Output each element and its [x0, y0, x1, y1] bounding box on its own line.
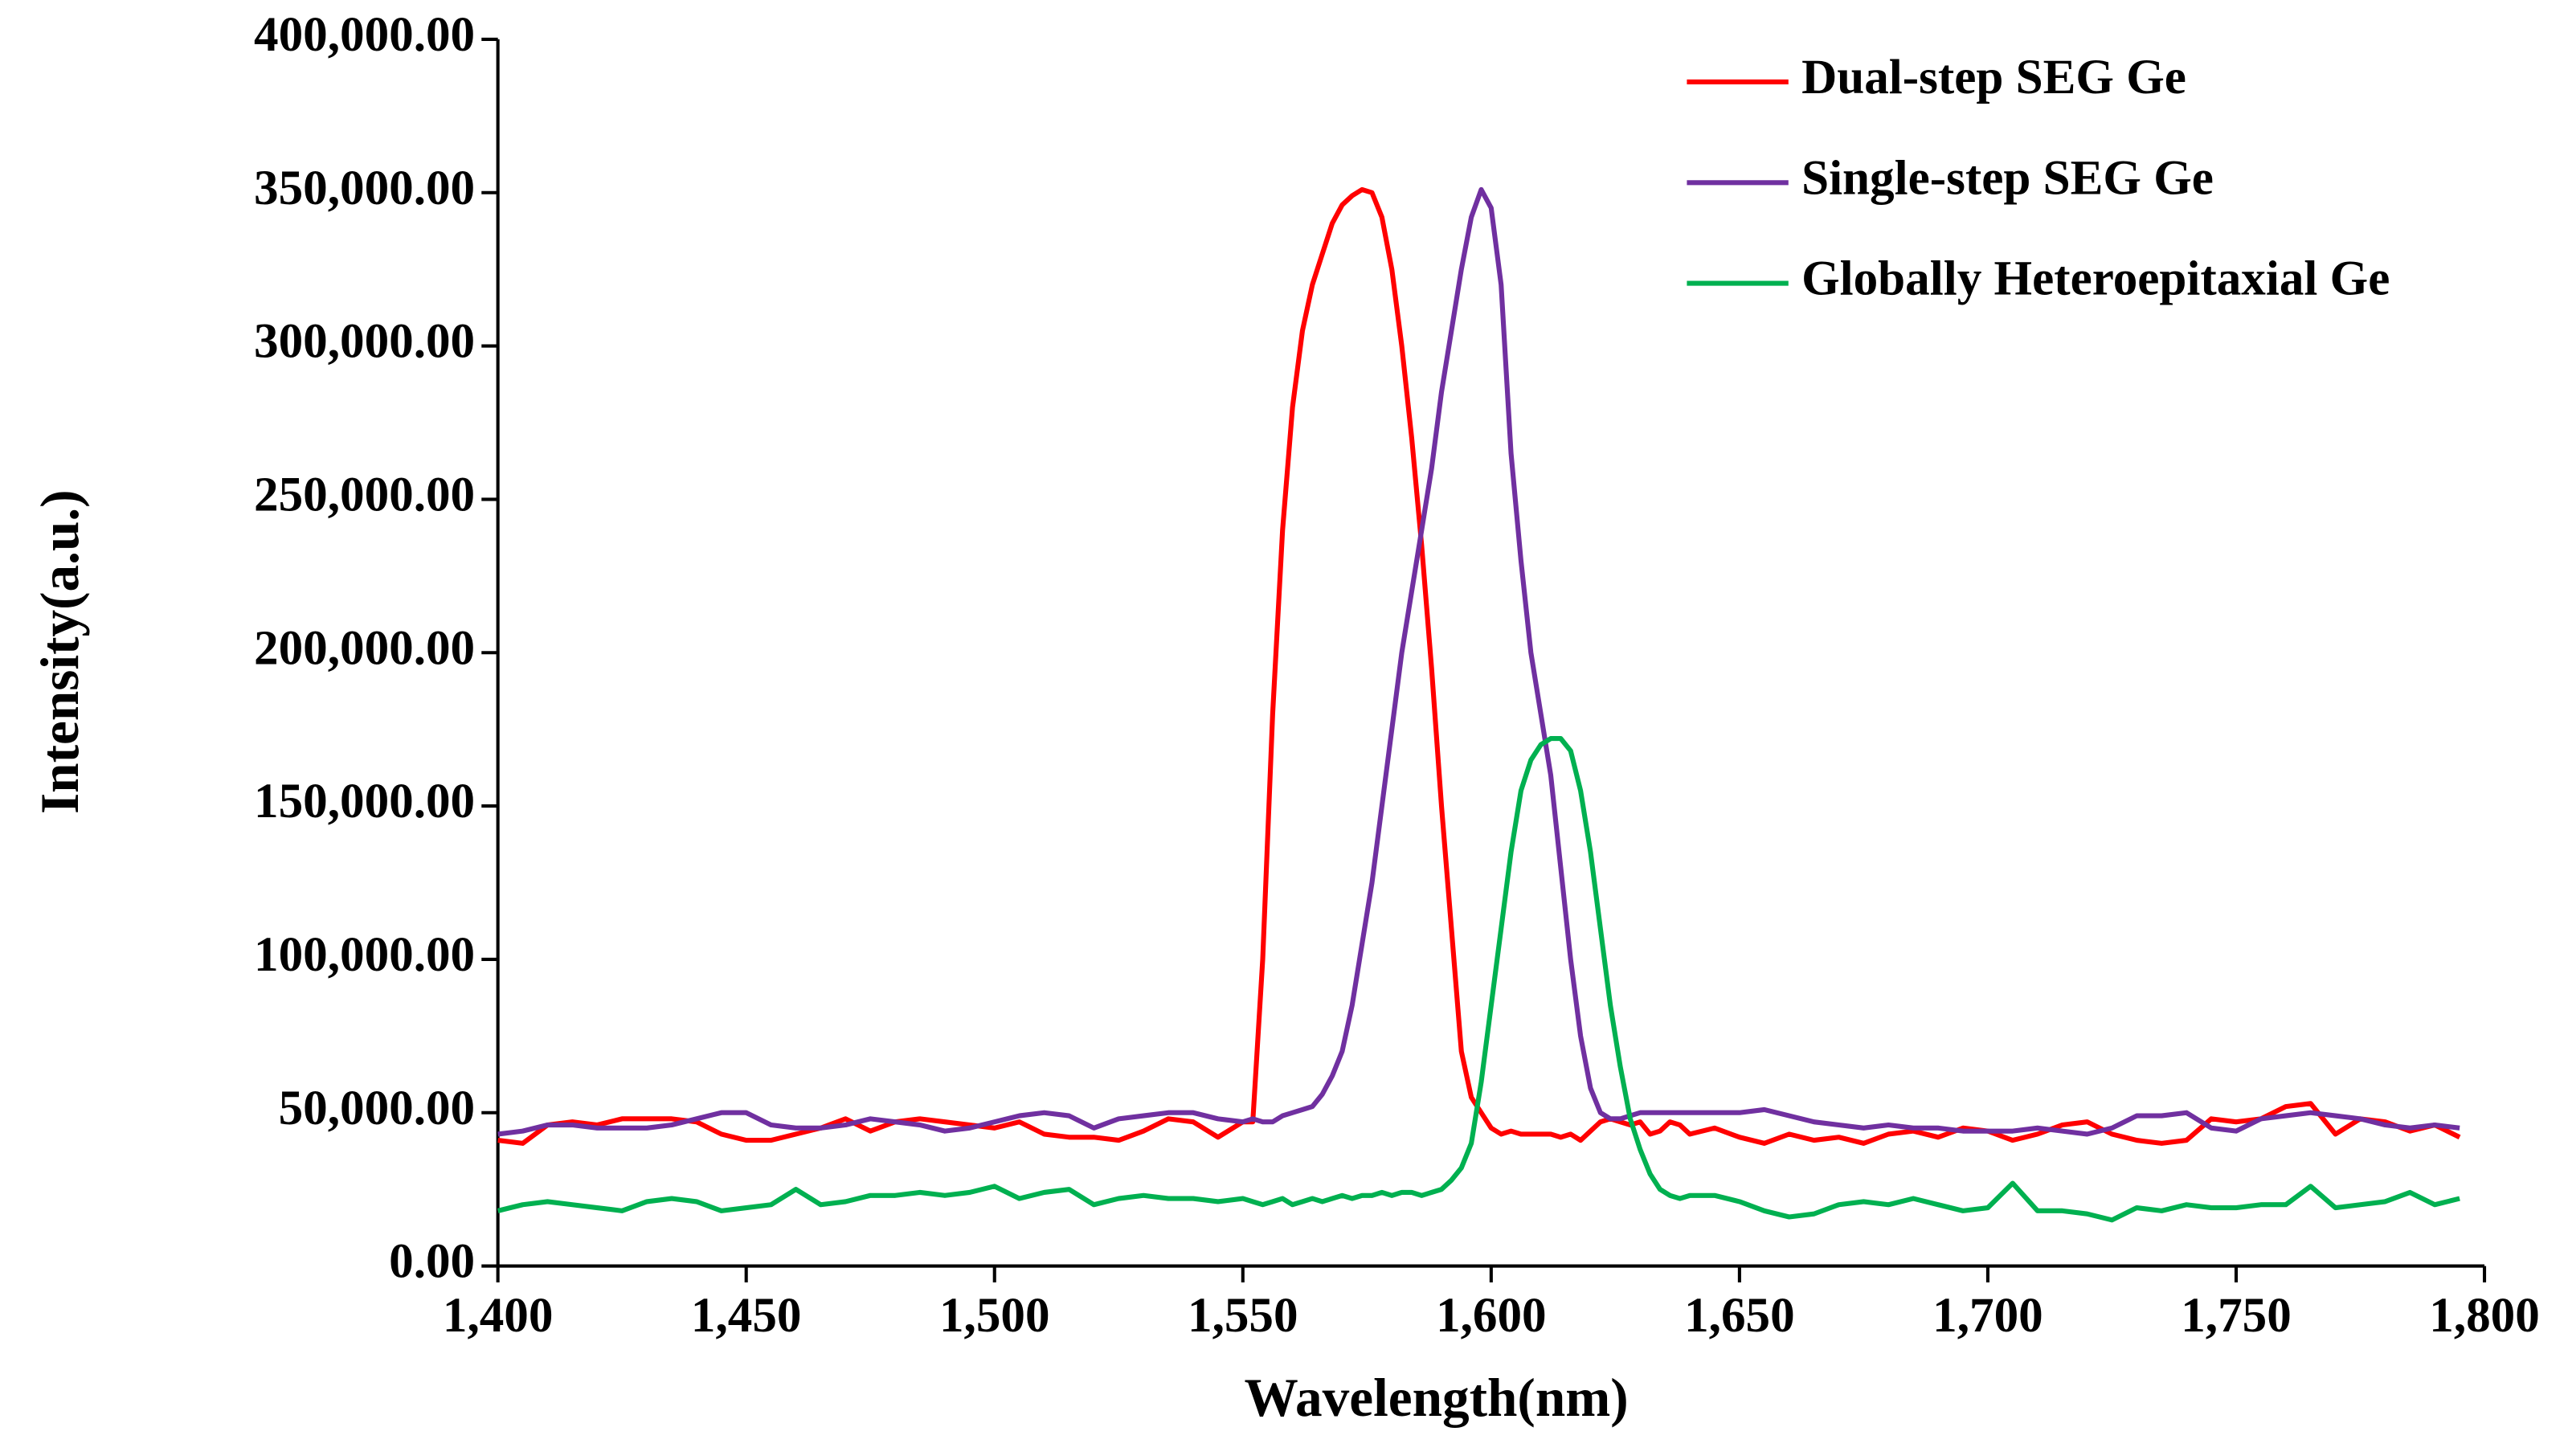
x-tick-label: 1,400 [443, 1289, 554, 1343]
x-tick-label: 1,450 [691, 1289, 802, 1343]
y-tick-label: 0.00 [389, 1235, 475, 1289]
y-tick-label: 100,000.00 [254, 928, 475, 982]
x-tick-label: 1,550 [1188, 1289, 1298, 1343]
y-tick-label: 150,000.00 [254, 775, 475, 828]
legend-label: Single-step SEG Ge [1801, 151, 2214, 205]
y-tick-label: 250,000.00 [254, 468, 475, 521]
x-axis-title: Wavelength(nm) [1244, 1368, 1628, 1428]
series-line [497, 186, 2460, 1137]
x-tick-label: 1,650 [1684, 1289, 1795, 1343]
x-tick-label: 1,800 [2429, 1289, 2540, 1343]
legend-label: Globally Heteroepitaxial Ge [1801, 252, 2390, 306]
y-tick-label: 50,000.00 [279, 1082, 476, 1135]
x-tick-label: 1,750 [2181, 1289, 2292, 1343]
y-tick-label: 300,000.00 [254, 315, 475, 369]
legend-label: Dual-step SEG Ge [1801, 51, 2186, 104]
y-tick-label: 200,000.00 [254, 621, 475, 675]
x-tick-label: 1,600 [1436, 1289, 1547, 1343]
series-line [497, 736, 2460, 1223]
series-line [497, 186, 2461, 1146]
y-tick-label: 350,000.00 [254, 162, 475, 215]
x-tick-label: 1,500 [939, 1289, 1050, 1343]
y-axis-title: Intensity(a.u.) [30, 489, 90, 814]
x-tick-label: 1,700 [1932, 1289, 2043, 1343]
y-tick-label: 400,000.00 [254, 8, 475, 62]
